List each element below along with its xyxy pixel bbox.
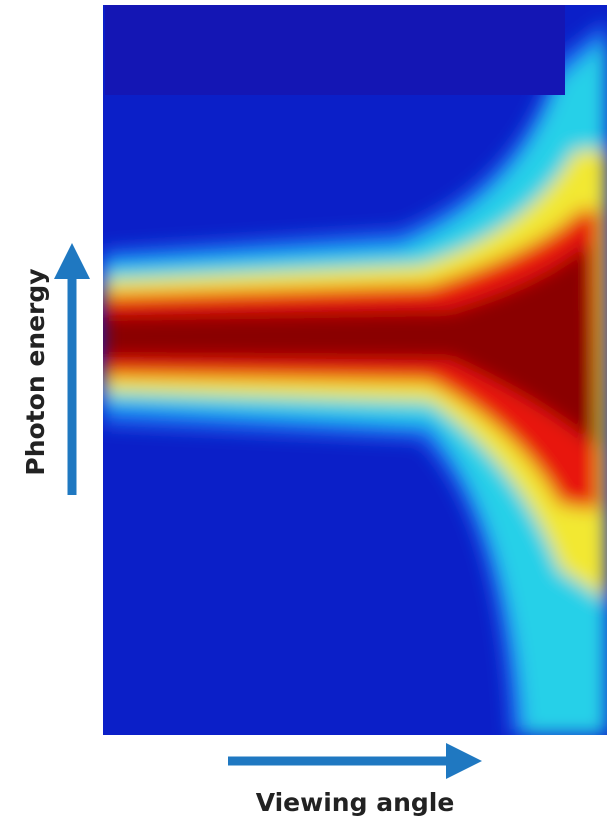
heatmap bbox=[103, 5, 607, 735]
y-axis-label: Photon energy bbox=[21, 268, 50, 475]
x-axis-label: Viewing angle bbox=[256, 788, 455, 817]
figure: Photon energy Viewing angle bbox=[0, 0, 613, 821]
